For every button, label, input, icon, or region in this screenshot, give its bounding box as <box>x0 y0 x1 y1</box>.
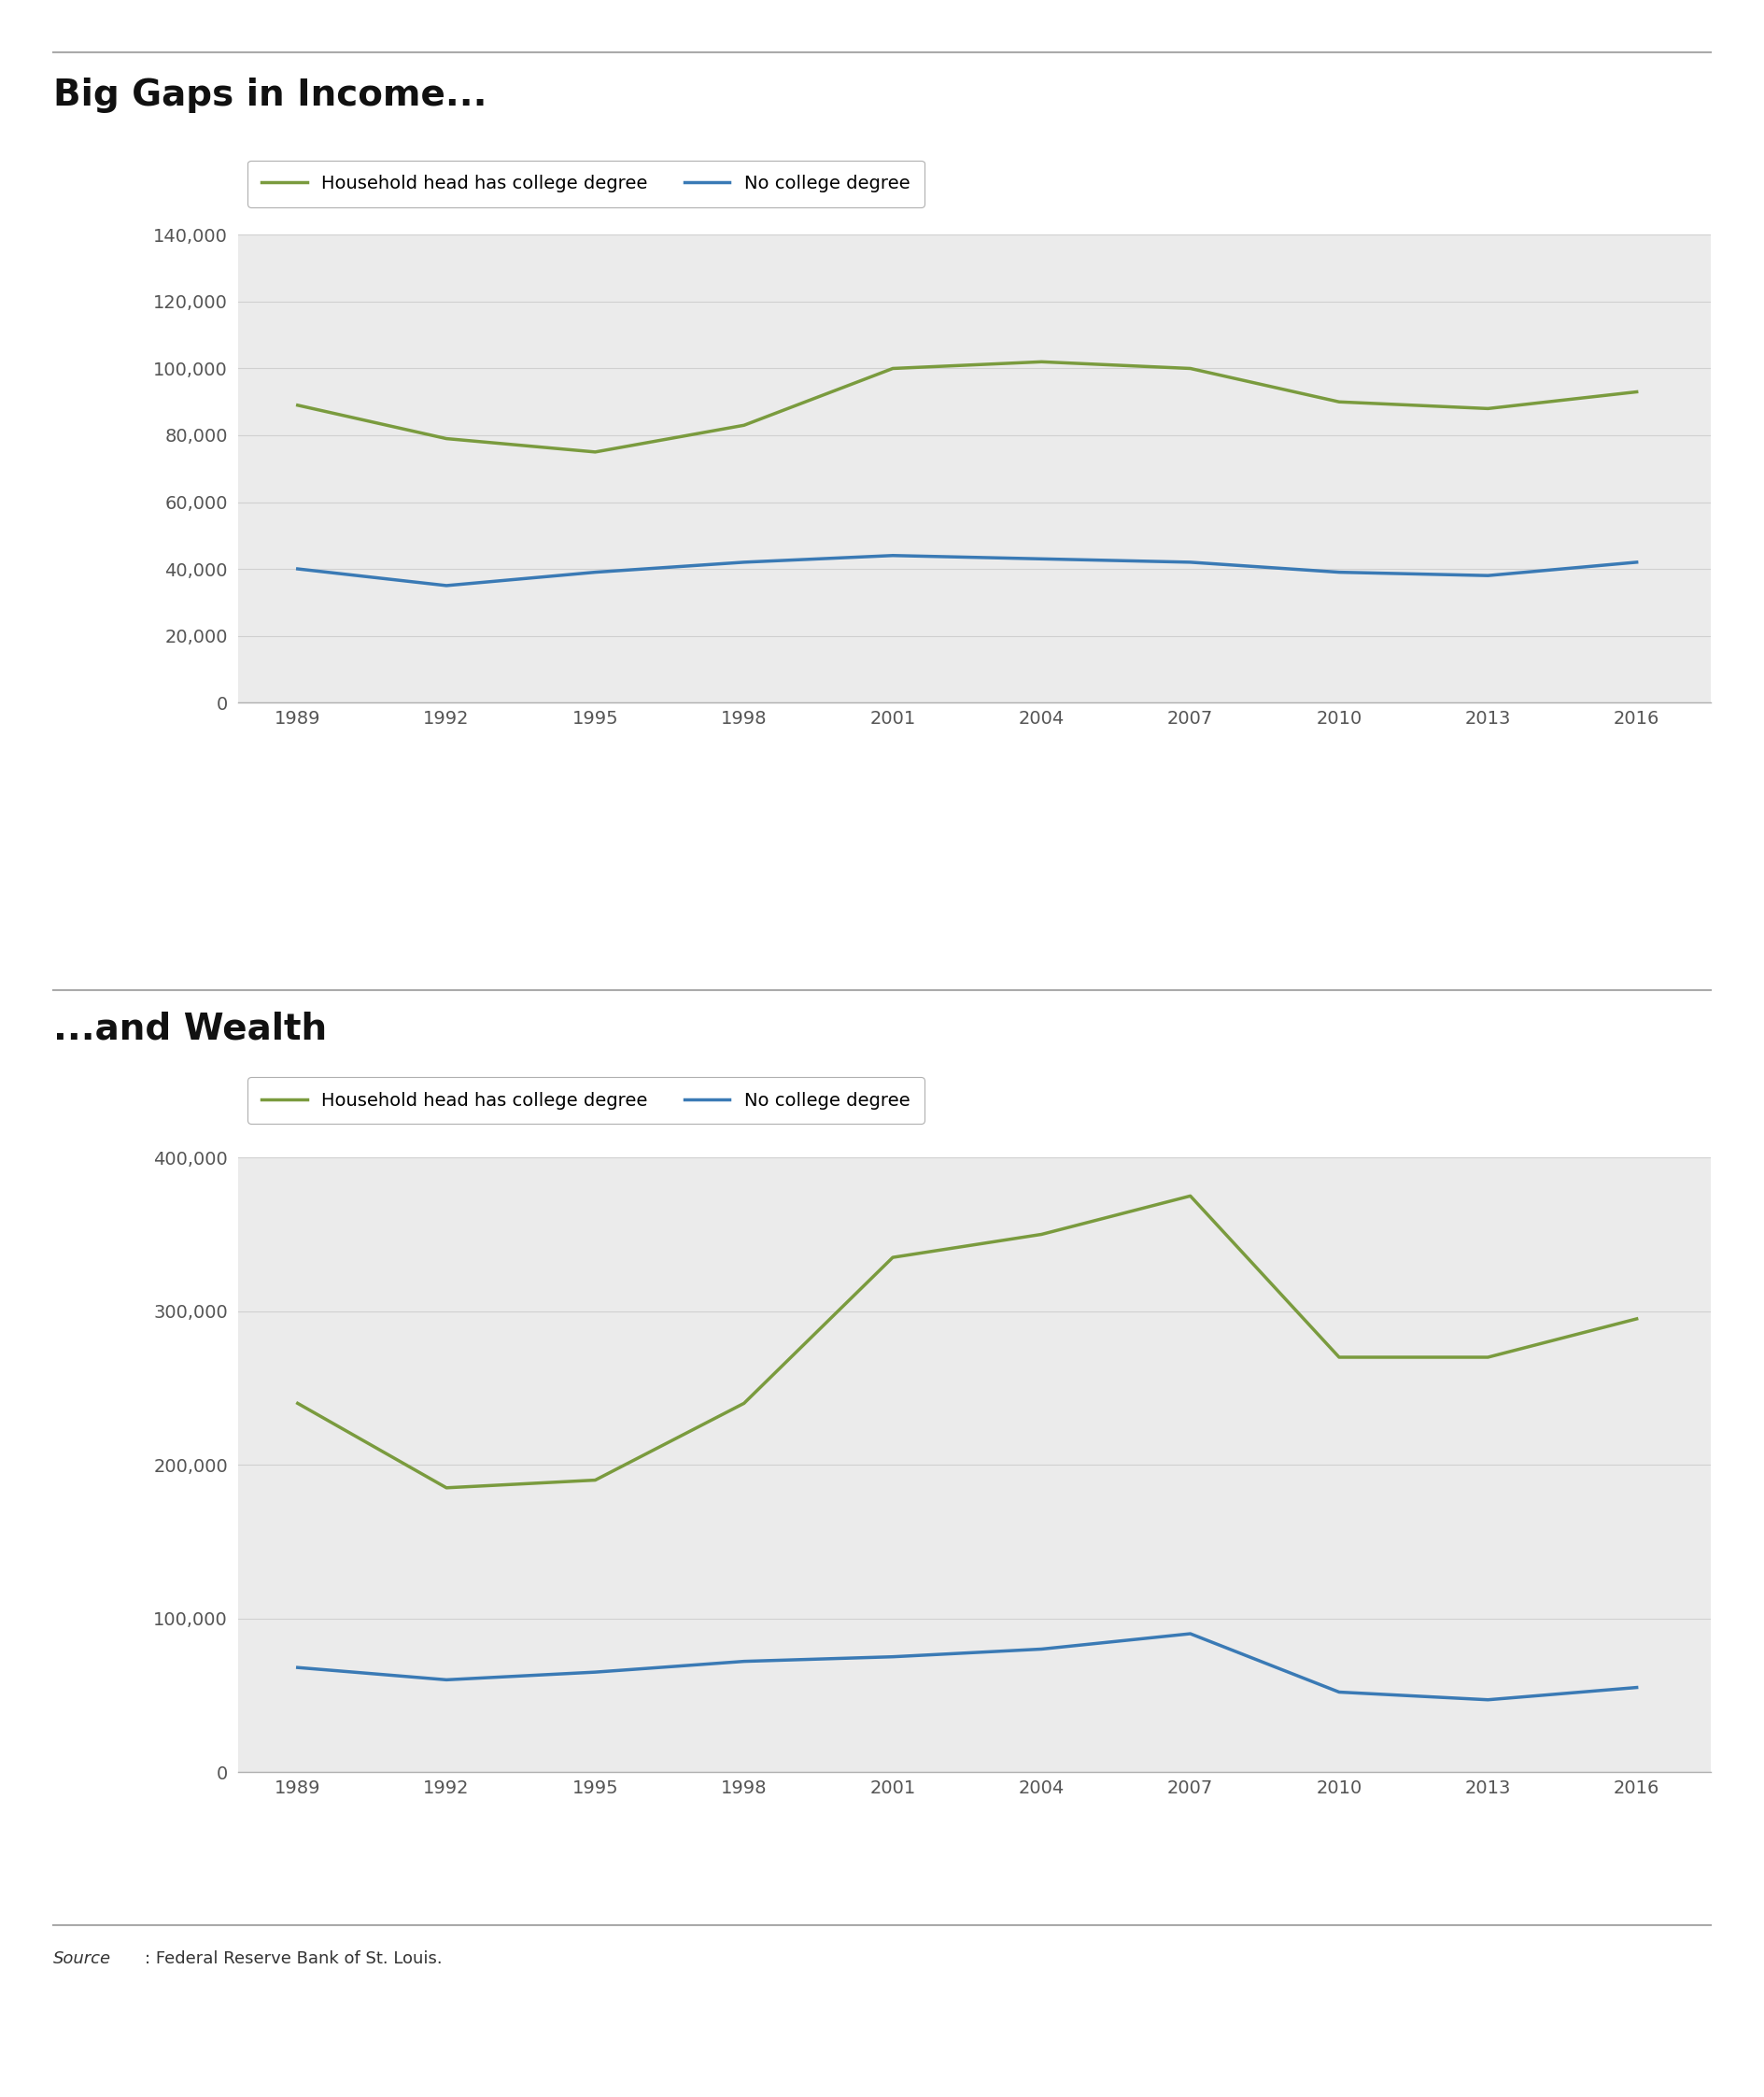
Text: ...and Wealth: ...and Wealth <box>53 1011 326 1046</box>
Text: Big Gaps in Income...: Big Gaps in Income... <box>53 78 487 113</box>
Legend: Household head has college degree, No college degree: Household head has college degree, No co… <box>247 159 924 208</box>
Text: Source: Source <box>53 1950 111 1967</box>
Text: : Federal Reserve Bank of St. Louis.: : Federal Reserve Bank of St. Louis. <box>145 1950 443 1967</box>
Legend: Household head has college degree, No college degree: Household head has college degree, No co… <box>247 1078 924 1124</box>
